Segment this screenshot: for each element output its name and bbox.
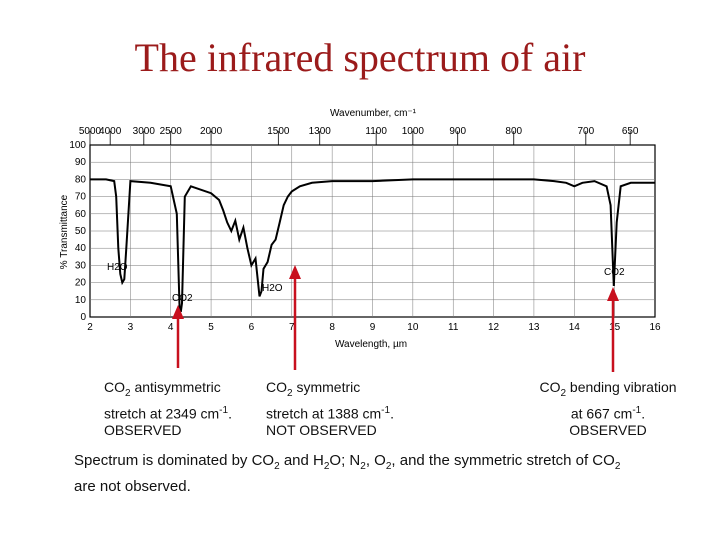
caption-co2-symmetric: CO2 symmetric stretch at 1388 cm-1. NOT …	[266, 379, 394, 439]
y-tick-label: 50	[75, 226, 87, 237]
arrow-co2-bend-head	[607, 287, 619, 301]
top-tick-label: 5000	[79, 126, 102, 137]
y-tick-label: 40	[75, 243, 87, 254]
x-tick-label: 3	[128, 322, 134, 333]
x-axis-ticks: 2 3 4 5 6 7 8 9 10 11 12 13 14 15 16	[87, 322, 661, 333]
arrow-co2-sym-head	[289, 265, 301, 279]
x-tick-label: 6	[249, 322, 255, 333]
y-tick-label: 30	[75, 260, 87, 271]
top-tick-label: 2500	[160, 126, 183, 137]
y-tick-label: 20	[75, 278, 87, 289]
top-tick-label: 1300	[309, 126, 332, 137]
top-tick-label: 4000	[99, 126, 122, 137]
top-tick-label: 800	[505, 126, 522, 137]
top-tick-label: 1100	[365, 126, 387, 137]
top-tick-label: 1000	[402, 126, 425, 137]
y-axis-label: % Transmittance	[59, 194, 70, 269]
x-tick-label: 2	[87, 322, 93, 333]
top-tick-label: 900	[449, 126, 466, 137]
y-tick-label: 70	[75, 192, 87, 203]
x-tick-label: 10	[407, 322, 419, 333]
slide-title: The infrared spectrum of air	[134, 35, 586, 80]
x-tick-label: 4	[168, 322, 174, 333]
y-tick-label: 60	[75, 209, 87, 220]
top-tick-label: 3000	[133, 126, 156, 137]
top-tick-label: 2000	[200, 126, 223, 137]
top-tick-label: 700	[577, 126, 594, 137]
co2-label-asym: CO2	[172, 293, 193, 304]
y-tick-label: 10	[75, 295, 87, 306]
arrow-co2-asym-head	[172, 305, 184, 319]
y-tick-label: 80	[75, 174, 87, 185]
y-tick-label: 100	[69, 140, 86, 151]
y-axis-ticks: 0 10 20 30 40 50 60 70 80 90 100	[69, 140, 86, 323]
x-tick-label: 15	[609, 322, 621, 333]
x-tick-label: 12	[488, 322, 500, 333]
y-tick-label: 0	[80, 312, 86, 323]
h2o-label-left: H2O	[107, 262, 128, 273]
x-tick-label: 16	[649, 322, 661, 333]
annotation-arrows	[172, 265, 619, 372]
x-tick-label: 8	[329, 322, 335, 333]
plot-grid	[90, 145, 655, 317]
y-tick-label: 90	[75, 157, 87, 168]
x-tick-label: 7	[289, 322, 295, 333]
summary-text: Spectrum is dominated by CO2 and H2O; N2…	[74, 452, 621, 495]
x-axis-label: Wavelength, µm	[335, 339, 407, 350]
peak-labels: H2O CO2 H2O CO2	[107, 262, 625, 304]
top-axis-label: Wavenumber, cm⁻¹	[330, 108, 417, 119]
x-tick-label: 13	[528, 322, 540, 333]
spectrum-line	[90, 178, 655, 313]
x-tick-label: 5	[208, 322, 214, 333]
co2-label-bend: CO2	[604, 267, 625, 278]
caption-co2-bending: CO2 bending vibration at 667 cm-1. OBSER…	[539, 379, 677, 439]
top-tick-label: 650	[622, 126, 639, 137]
x-tick-label: 11	[448, 322, 459, 333]
h2o-label-mid: H2O	[262, 283, 283, 294]
top-tick-label: 1500	[267, 126, 290, 137]
caption-co2-antisymmetric: CO2 antisymmetric stretch at 2349 cm-1. …	[104, 379, 232, 439]
x-tick-label: 14	[569, 322, 581, 333]
x-tick-label: 9	[370, 322, 376, 333]
